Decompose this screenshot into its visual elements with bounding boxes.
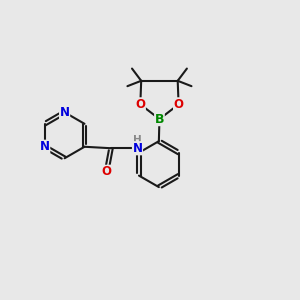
Text: O: O — [174, 98, 184, 111]
Text: N: N — [40, 140, 50, 153]
Text: H: H — [133, 135, 142, 145]
Text: N: N — [60, 106, 70, 119]
Text: O: O — [102, 165, 112, 178]
Text: N: N — [133, 142, 142, 155]
Text: O: O — [135, 98, 145, 111]
Text: B: B — [155, 112, 164, 126]
